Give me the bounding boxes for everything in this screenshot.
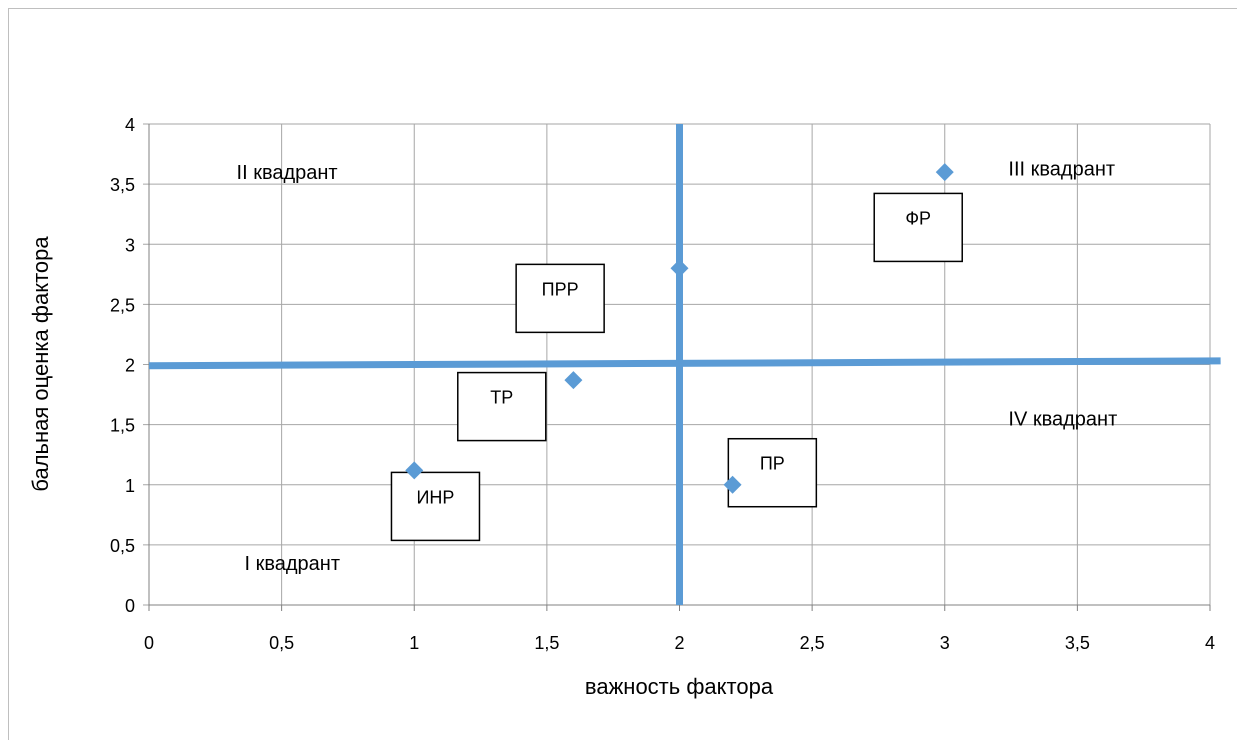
x-tick-label: 2,5 [800,633,825,653]
data-point-marker [670,259,689,278]
point-label-text: ПР [760,454,785,474]
quadrant-label: III квадрант [1008,158,1115,180]
point-label-boxes: ПРР ФР ТР ПР ИНР [390,192,963,542]
point-label-text: ТР [490,388,513,408]
point-label-text: ПРР [542,279,579,299]
y-tick-label: 3 [125,235,135,255]
data-point-marker [405,461,424,480]
x-tick-label: 0,5 [269,633,294,653]
data-point-marker [723,475,742,494]
point-label-box [457,371,547,442]
point-label-box [515,263,605,334]
quadrant-labels: II квадрант III квадрант IV квадрант I квад… [237,158,1118,574]
y-tick-label: 3,5 [110,175,135,195]
y-tick-label: 2 [125,356,135,376]
point-label-text: ИНР [416,487,454,507]
y-tick-label: 2,5 [110,295,135,315]
x-tick-label: 3 [940,633,950,653]
horizontal-divider-line [148,357,1221,370]
data-point-marker [564,371,583,390]
x-tick-label: 2 [674,633,684,653]
y-tick-label: 0,5 [110,536,135,556]
data-points [405,163,954,494]
x-tick-label: 3,5 [1065,633,1090,653]
x-tick-label: 4 [1205,633,1215,653]
quadrant-label: I квадрант [244,553,340,575]
point-label-box [390,471,481,542]
point-label-box [873,192,963,263]
chart-frame [8,8,1237,740]
y-tick-label: 0 [125,596,135,616]
y-tick-label: 1 [125,476,135,496]
x-tick-label: 1 [409,633,419,653]
x-tick-label: 1,5 [534,633,559,653]
y-tick-label: 1,5 [110,416,135,436]
quadrant-label: II квадрант [237,162,338,184]
point-label-text: ФР [905,208,931,228]
data-point-marker [935,163,954,182]
x-axis-title: важность фактора [585,674,774,699]
y-axis-title: бальная оценка фактора [28,236,53,492]
y-tick-label: 4 [125,115,135,135]
quadrant-dividers [148,124,1221,605]
point-label-box [727,437,818,508]
tick-labels: 0 0,5 1 1,5 2 2,5 3 3,5 4 0 0,5 1 1,5 2 2,5 3 3,5 4 [110,115,1215,653]
quadrant-label: IV квадрант [1008,409,1117,431]
x-tick-label: 0 [144,633,154,653]
